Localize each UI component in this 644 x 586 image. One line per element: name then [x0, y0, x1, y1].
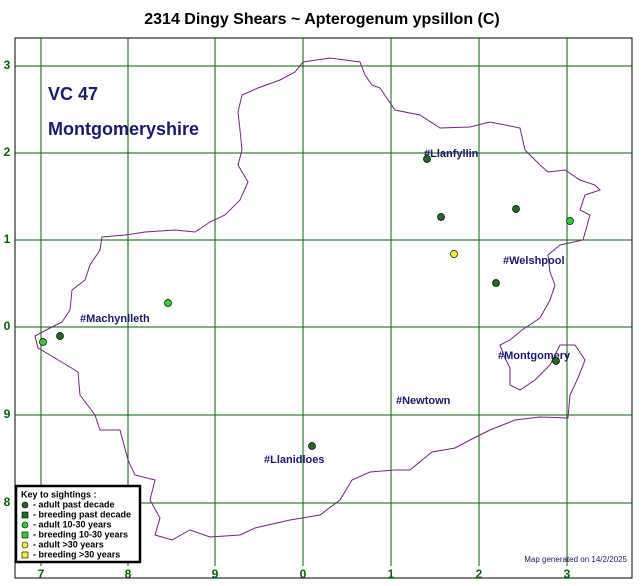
key-item: - breeding past decade	[33, 509, 131, 519]
x-grid-label: 7	[38, 567, 45, 581]
key-symbol	[21, 531, 29, 539]
sighting-dot	[308, 442, 316, 450]
sighting-dot	[56, 332, 64, 340]
key-symbol	[21, 501, 29, 509]
town-label: #Montgomery	[498, 350, 571, 362]
region-name: Montgomeryshire	[48, 119, 199, 139]
town-label: #Llanfyllin	[424, 148, 479, 160]
y-grid-label: 1	[4, 232, 11, 246]
key: Key to sightings : - adult past decade -…	[14, 484, 142, 564]
y-grid-label: 9	[4, 407, 11, 421]
x-grid-label: 0	[300, 567, 307, 581]
town-label: #Welshpool	[503, 255, 565, 267]
county-boundary	[34, 57, 601, 541]
region-code: VC 47	[48, 84, 98, 104]
sighting-dot	[164, 299, 172, 307]
x-grid-label: 8	[125, 567, 132, 581]
y-grid-label: 3	[4, 58, 11, 72]
key-symbol	[21, 551, 29, 559]
key-item: - breeding 10-30 years	[33, 529, 128, 539]
key-box	[14, 484, 142, 564]
key-symbol	[21, 521, 29, 529]
sighting-dot	[492, 279, 500, 287]
sighting-dot	[512, 205, 520, 213]
key-item: - breeding >30 years	[33, 549, 120, 559]
x-grid-label: 9	[212, 567, 219, 581]
sighting-dot	[566, 217, 574, 225]
map-title: 2314 Dingy Shears ~ Apterogenum ypsillon…	[144, 11, 500, 28]
map-frame	[14, 37, 633, 579]
town-label: #Llanidloes	[264, 454, 325, 466]
key-title: Key to sightings :	[21, 489, 97, 499]
y-grid-label: 0	[4, 319, 11, 333]
x-grid-label: 3	[564, 567, 571, 581]
x-grid-label: 2	[476, 567, 483, 581]
towns: #Llanfyllin #Welshpool #Machynlleth #Mon…	[80, 148, 571, 466]
sighting-dot	[450, 250, 458, 258]
sighting-dot	[423, 155, 431, 163]
key-symbol	[21, 541, 29, 549]
key-symbol	[21, 511, 29, 519]
footer-note: Map generated on 14/2/2025	[524, 555, 627, 564]
town-label: #Newtown	[396, 395, 451, 407]
y-grid-label: 2	[4, 145, 11, 159]
key-item: - adult 10-30 years	[33, 519, 112, 529]
sighting-dot	[39, 338, 47, 346]
y-grid-label: 8	[4, 495, 11, 509]
key-item: - adult >30 years	[33, 539, 104, 549]
grid-labels: 7 8 9 0 1 2 3 3 2 1 0 9 8	[4, 58, 571, 581]
sighting-dot	[437, 213, 445, 221]
town-label: #Machynlleth	[80, 313, 150, 325]
x-grid-label: 1	[388, 567, 395, 581]
key-item: - adult past decade	[33, 499, 115, 509]
sighting-dot	[552, 357, 560, 365]
sightings	[39, 155, 574, 450]
